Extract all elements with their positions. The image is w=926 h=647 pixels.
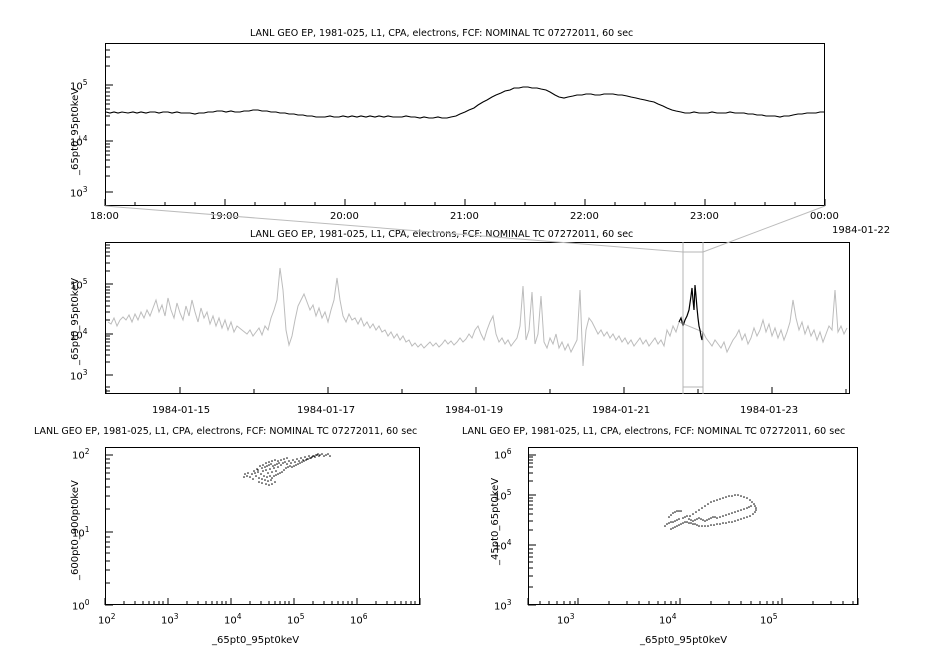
bottom-left-xtick-1e6: 106 <box>350 612 368 627</box>
middle-panel-title: LANL GEO EP, 1981-025, L1, CPA, electron… <box>250 229 634 240</box>
top-panel-xtick-1: 19:00 <box>210 211 239 222</box>
top-panel-ytick-1e4: 104 <box>70 134 88 149</box>
bottom-left-xtick-1e2: 102 <box>98 612 116 627</box>
top-panel-xtick-6: 00:00 <box>810 211 839 222</box>
middle-panel-xtick-2: 1984-01-19 <box>445 405 504 416</box>
bottom-right-xtick-1e4: 104 <box>659 612 677 627</box>
bottom-right-ytick-1e5: 105 <box>494 488 512 503</box>
top-panel-ytick-1e3: 103 <box>70 185 88 200</box>
top-panel-xtick-5: 23:00 <box>690 211 719 222</box>
middle-panel-context-trace <box>107 267 848 367</box>
zoom-connector-lines <box>104 205 826 253</box>
top-panel-xtick-2: 20:00 <box>330 211 359 222</box>
bottom-right-x-axis-label: _65pt0_95pt0keV <box>640 635 728 646</box>
middle-panel-selection-trace <box>678 284 704 341</box>
middle-panel-xtick-3: 1984-01-21 <box>592 405 651 416</box>
middle-panel-ytick-1e4: 104 <box>70 327 88 342</box>
bottom-right-xtick-1e5: 105 <box>760 612 778 627</box>
bottom-left-ytick-1e1: 101 <box>72 525 90 540</box>
top-panel-data-trace <box>105 86 824 119</box>
bottom-left-xtick-1e3: 103 <box>161 612 179 627</box>
middle-panel-graphics <box>104 205 848 394</box>
bottom-left-ytick-1e0: 100 <box>72 598 90 613</box>
top-panel-xtick-3: 21:00 <box>450 211 479 222</box>
top-panel-xtick-4: 22:00 <box>570 211 599 222</box>
bottom-right-ytick-1e6: 106 <box>494 447 512 462</box>
top-panel-xtick-0: 18:00 <box>90 211 119 222</box>
middle-panel-ytick-1e5: 105 <box>70 277 88 292</box>
middle-panel-xtick-0: 1984-01-15 <box>152 405 211 416</box>
middle-panel-ytick-1e3: 103 <box>70 368 88 383</box>
bottom-left-xtick-1e5: 105 <box>287 612 305 627</box>
bottom-right-ytick-1e4: 104 <box>494 538 512 553</box>
bottom-right-ytick-1e3: 103 <box>494 598 512 613</box>
top-panel-title: LANL GEO EP, 1981-025, L1, CPA, electron… <box>250 28 634 39</box>
bottom-left-xtick-1e4: 104 <box>224 612 242 627</box>
top-panel-date-label: 1984-01-22 <box>832 225 891 236</box>
bottom-right-xtick-1e3: 103 <box>557 612 575 627</box>
bottom-left-x-axis-label: _65pt0_95pt0keV <box>212 635 300 646</box>
bottom-right-plot-frame <box>528 447 858 605</box>
bottom-right-scatter-points <box>664 494 757 530</box>
top-panel-ytick-1e5: 105 <box>70 78 88 93</box>
top-panel-graphics <box>104 49 826 206</box>
bottom-left-panel-title: LANL GEO EP, 1981-025, L1, CPA, electron… <box>34 426 418 437</box>
bottom-left-scatter-points <box>243 453 331 486</box>
bottom-left-plot-frame <box>105 447 420 605</box>
middle-panel-plot-frame <box>105 242 850 394</box>
middle-panel-xtick-1: 1984-01-17 <box>297 405 356 416</box>
bottom-right-panel-title: LANL GEO EP, 1981-025, L1, CPA, electron… <box>462 426 846 437</box>
middle-panel-xtick-4: 1984-01-23 <box>740 405 799 416</box>
bottom-left-ytick-1e2: 102 <box>72 447 90 462</box>
